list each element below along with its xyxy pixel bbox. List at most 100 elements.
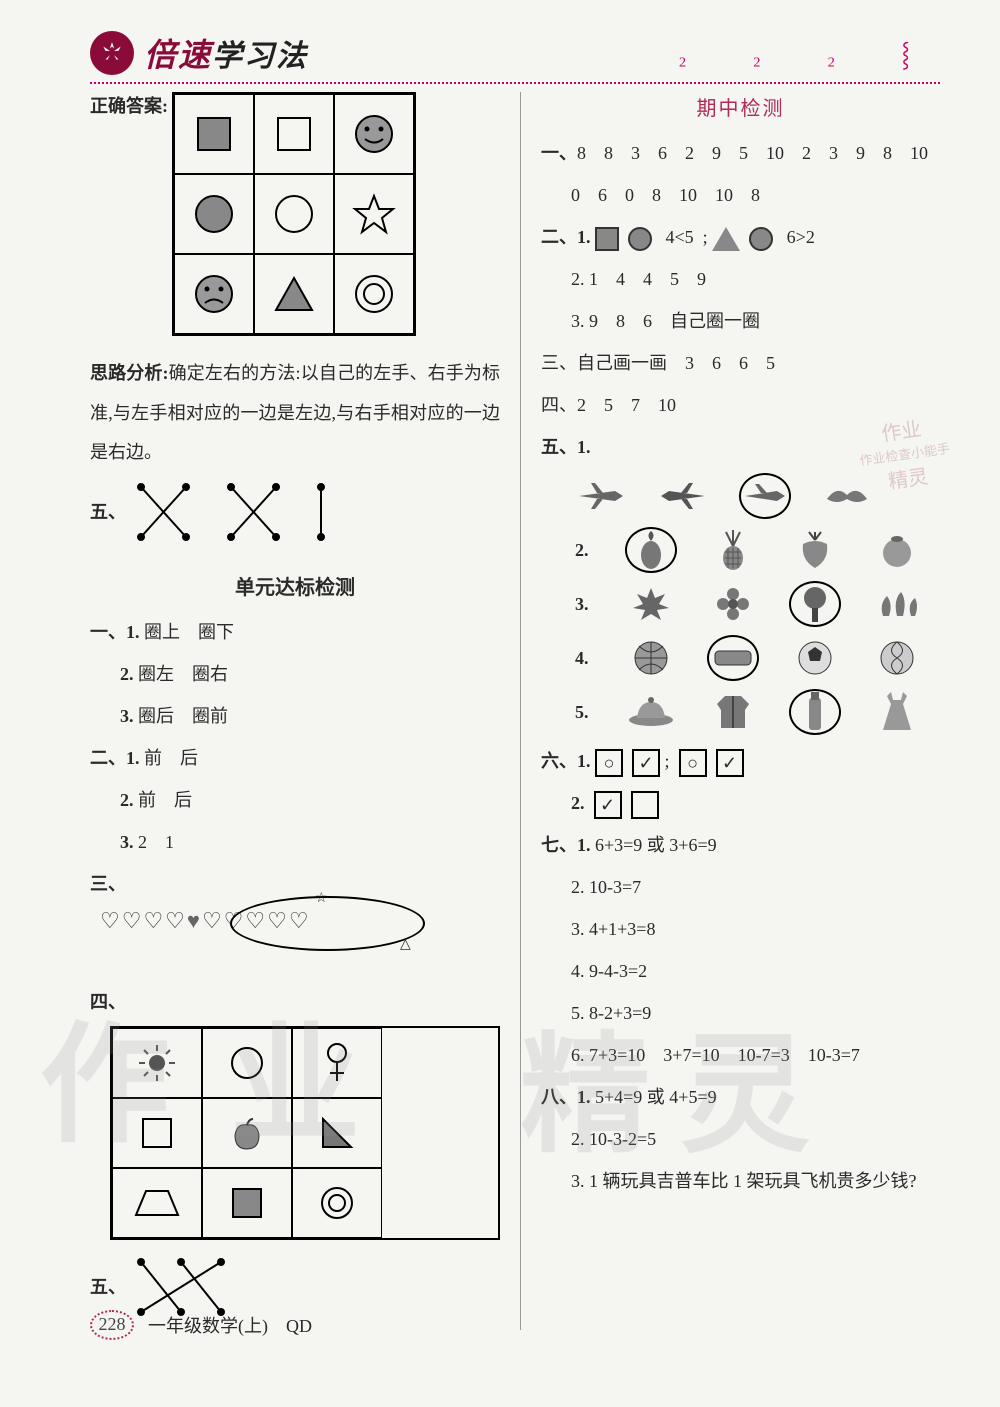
matching-lines-1 bbox=[131, 479, 351, 549]
r8-1: 八、1. 5+4=9 或 4+5=9 bbox=[541, 1079, 940, 1115]
jacket-icon bbox=[707, 689, 759, 735]
sec5-label: 五、 bbox=[90, 502, 126, 522]
cell-empty-circle bbox=[254, 174, 334, 254]
box-check-2: ✓ bbox=[716, 749, 744, 777]
unit-test-title: 单元达标检测 bbox=[90, 571, 500, 600]
q2-2: 2. 前 后 bbox=[90, 782, 500, 818]
q1-1: 一、1. 圈上 圈下 bbox=[90, 614, 500, 650]
hat-icon bbox=[625, 689, 677, 735]
brand-text-2: 学习法 bbox=[212, 31, 308, 75]
r6-2: 2. ✓ bbox=[541, 785, 940, 821]
thermos-circled-icon bbox=[789, 689, 841, 735]
analysis-label: 思路分析: bbox=[90, 363, 169, 383]
right-column: 期中检测 一、8 8 3 6 2 9 5 10 2 3 9 8 10 0 6 0… bbox=[520, 92, 940, 1330]
cell-trapezoid bbox=[112, 1168, 202, 1238]
footer-text: 一年级数学(上) QD bbox=[148, 1312, 312, 1338]
page-number: 228 bbox=[90, 1310, 134, 1340]
cell-star-icon bbox=[334, 174, 414, 254]
box-circle-2: ○ bbox=[679, 749, 707, 777]
cell-female-icon bbox=[292, 1028, 382, 1098]
q2-1: 二、1. 前 后 bbox=[90, 740, 500, 776]
flower-icon bbox=[707, 581, 759, 627]
plane-circled-icon bbox=[739, 473, 791, 519]
header-decoration: ₂ ₂ ₂ ⸾ bbox=[678, 37, 940, 70]
gray-circle-icon-2 bbox=[749, 227, 773, 251]
q4-grid bbox=[110, 1026, 500, 1240]
pineapple-icon bbox=[707, 527, 759, 573]
cell-double-circle-2 bbox=[292, 1168, 382, 1238]
volleyball-icon bbox=[871, 635, 923, 681]
tree-circled-icon bbox=[789, 581, 841, 627]
cell-apple-icon bbox=[202, 1098, 292, 1168]
r7-6: 6. 7+3=10 3+7=10 10-7=3 10-3=7 bbox=[541, 1037, 940, 1073]
answer-grid bbox=[172, 92, 416, 336]
q3: 三、 bbox=[90, 866, 500, 902]
q2-3: 3. 2 1 bbox=[90, 824, 500, 860]
cell-square bbox=[112, 1098, 202, 1168]
eggplant-circled-icon bbox=[625, 527, 677, 573]
cell-smiley-icon bbox=[334, 94, 414, 174]
cell-filled-square-2 bbox=[202, 1168, 292, 1238]
box-empty bbox=[631, 791, 659, 819]
r1-line2: 0 6 0 8 10 10 8 bbox=[541, 177, 940, 213]
box-check: ✓ bbox=[632, 749, 660, 777]
cell-empty-square bbox=[254, 94, 334, 174]
r8-2: 2. 10-3-2=5 bbox=[541, 1121, 940, 1157]
box-circle: ○ bbox=[595, 749, 623, 777]
plane-icon-2 bbox=[657, 473, 709, 519]
strawberry-icon bbox=[789, 527, 841, 573]
orange-icon bbox=[871, 527, 923, 573]
cell-sad-face-icon bbox=[174, 254, 254, 334]
r3: 三、自己画一画 3 6 6 5 bbox=[541, 345, 940, 381]
r5-row5: 5. bbox=[575, 689, 940, 735]
r5-row4: 4. bbox=[575, 635, 940, 681]
hearts-diagram: ☆ ♡♡♡♡♥♡♡♡♡♡ △ bbox=[100, 908, 500, 978]
cell-filled-triangle bbox=[254, 254, 334, 334]
r2-3: 3. 9 8 6 自己圈一圈 bbox=[541, 303, 940, 339]
section-5: 五、 bbox=[90, 479, 500, 549]
dress-icon bbox=[871, 689, 923, 735]
cell-sun-icon bbox=[112, 1028, 202, 1098]
q1-2: 2. 圈左 圈右 bbox=[90, 656, 500, 692]
box-check-3: ✓ bbox=[594, 791, 622, 819]
r8-3: 3. 1 辆玩具吉普车比 1 架玩具飞机贵多少钱? bbox=[541, 1163, 940, 1199]
stamp: 作业 作业检查小能手 精灵 bbox=[854, 409, 955, 498]
r5-row3: 3. bbox=[575, 581, 940, 627]
oval-circle bbox=[230, 896, 425, 951]
left-column: 正确答案: 思路分析:确定左右的方法:以自己的左手、右手为标准,与左手相对应的一… bbox=[90, 92, 500, 1330]
r7-1: 七、1. 6+3=9 或 3+6=9 bbox=[541, 827, 940, 863]
midterm-title: 期中检测 bbox=[541, 92, 940, 121]
eraser-circled-icon bbox=[707, 635, 759, 681]
q1-3: 3. 圈后 圈前 bbox=[90, 698, 500, 734]
r2-1: 二、1. 4<5 ; 6>2 bbox=[541, 219, 940, 255]
leaf-cluster-icon bbox=[871, 581, 923, 627]
gray-square-icon bbox=[595, 227, 619, 251]
r2-2: 2. 1 4 4 5 9 bbox=[541, 261, 940, 297]
cell-filled-circle bbox=[174, 174, 254, 254]
brand-text-1: 倍速 bbox=[144, 30, 212, 76]
r6-1: 六、1. ○ ✓ ; ○ ✓ bbox=[541, 743, 940, 779]
page-header: 倍速 学习法 ₂ ₂ ₂ ⸾ bbox=[90, 30, 940, 84]
logo-icon bbox=[90, 31, 134, 75]
page-footer: 228 一年级数学(上) QD bbox=[90, 1310, 312, 1340]
plane-icon bbox=[575, 473, 627, 519]
q4: 四、 bbox=[90, 984, 500, 1020]
r7-2: 2. 10-3=7 bbox=[541, 869, 940, 905]
cell-right-triangle bbox=[292, 1098, 382, 1168]
answer-label: 正确答案: bbox=[90, 92, 168, 118]
maple-leaf-icon bbox=[625, 581, 677, 627]
r1-line1: 一、8 8 3 6 2 9 5 10 2 3 9 8 10 bbox=[541, 135, 940, 171]
analysis-paragraph: 思路分析:确定左右的方法:以自己的左手、右手为标准,与左手相对应的一边是左边,与… bbox=[90, 354, 500, 473]
cell-circle bbox=[202, 1028, 292, 1098]
r5-row2: 2. bbox=[575, 527, 940, 573]
r7-3: 3. 4+1+3=8 bbox=[541, 911, 940, 947]
triangle-marker-icon: △ bbox=[400, 936, 411, 953]
r7-5: 5. 8-2+3=9 bbox=[541, 995, 940, 1031]
gray-triangle-icon bbox=[712, 227, 740, 251]
gray-circle-icon bbox=[628, 227, 652, 251]
r7-4: 4. 9-4-3=2 bbox=[541, 953, 940, 989]
soccer-ball-icon bbox=[789, 635, 841, 681]
cell-double-circle-icon bbox=[334, 254, 414, 334]
cell-filled-square bbox=[174, 94, 254, 174]
basketball-icon bbox=[625, 635, 677, 681]
